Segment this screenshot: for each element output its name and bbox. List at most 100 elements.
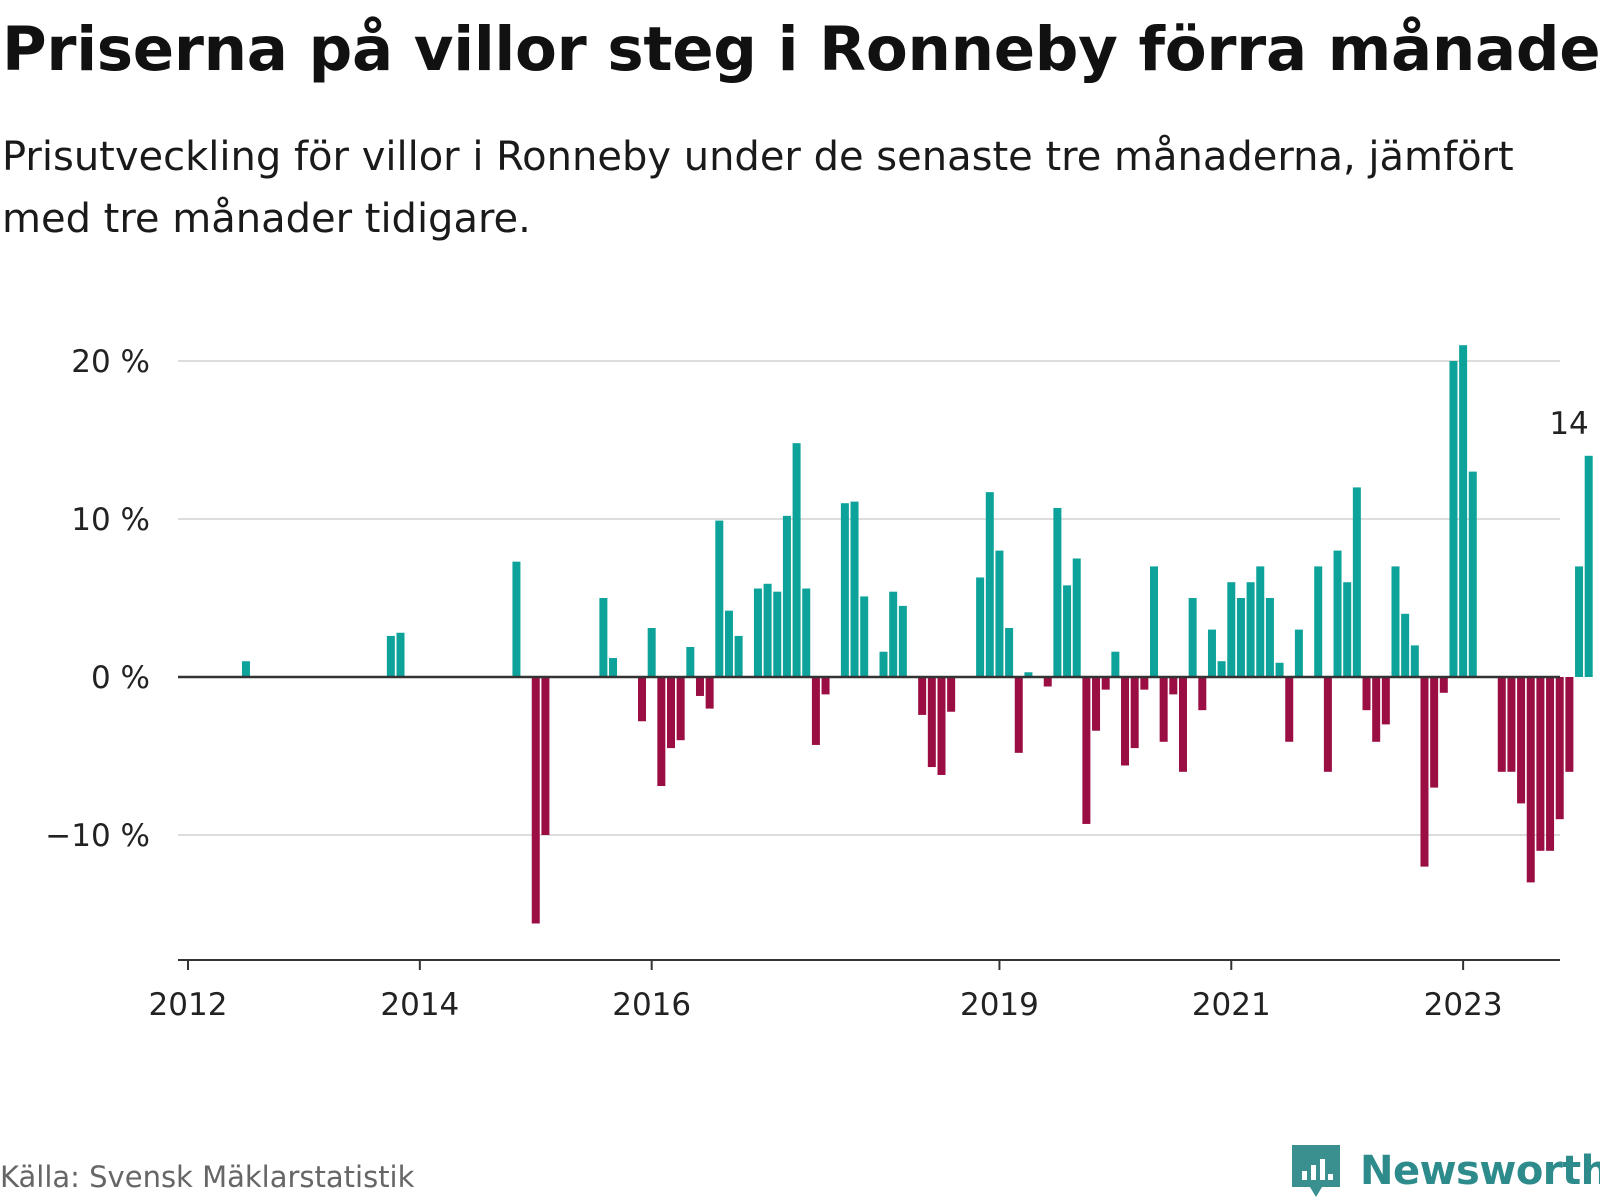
bar [1207,629,1216,677]
bar [734,635,743,677]
bar [531,677,540,924]
bar [1352,487,1361,677]
bar [609,658,618,677]
bar [1169,677,1178,695]
bar [1575,566,1584,677]
bar [1459,345,1468,677]
bar [1256,566,1265,677]
bar [1372,677,1381,742]
bar [638,677,647,722]
bar [1111,651,1120,677]
bar [1130,677,1139,749]
bar [599,598,608,677]
bar [1449,361,1458,677]
bar [898,605,907,677]
brand-name: Newsworthy [1360,1148,1600,1194]
last-value-label: 14 % [1549,406,1600,442]
bar [1546,677,1555,851]
bar [985,492,994,677]
bar [686,646,695,677]
bar [753,588,762,677]
bar [695,677,704,696]
bar [1401,613,1410,677]
bar [889,591,898,677]
bar [763,583,772,677]
bar [1014,677,1023,753]
bar [995,550,1004,677]
bar [1333,550,1342,677]
bar-chart: 20 % 10 % 0 % −10 % 2012 2014 2016 2019 2021 2023… [45,344,1600,1023]
bar [850,501,859,677]
bar [705,677,714,709]
bar [840,503,849,677]
x-tick-label: 2019 [960,987,1039,1023]
bar [512,561,521,677]
bar [1584,455,1593,677]
bar [1362,677,1371,711]
bar [1381,677,1390,725]
bar [1507,677,1516,772]
bar [821,677,830,695]
bar [1053,507,1062,677]
bar [1391,566,1400,677]
bar [396,632,405,677]
bar [1285,677,1294,742]
bar [1121,677,1130,766]
bar [657,677,666,787]
bar [1410,645,1419,677]
bar [1314,566,1323,677]
bar [1275,662,1284,677]
bar [724,610,733,677]
bar [1178,677,1187,772]
bar [541,677,550,835]
bar [1082,677,1091,824]
bar [1198,677,1207,711]
bar [715,520,724,677]
bar [918,677,927,715]
bar [1420,677,1429,867]
chart-title: Priserna på villor steg i Ronneby förra … [2,14,1600,85]
bar [1323,677,1332,772]
bar [1005,628,1014,677]
bar [1246,582,1255,677]
x-tick-label: 2023 [1424,987,1503,1023]
bar [782,515,791,677]
bar [1227,582,1236,677]
bar [1101,677,1110,690]
bar [1517,677,1526,804]
bar [927,677,936,768]
bar [792,443,801,677]
bar [667,677,675,749]
bar [773,591,782,677]
bar [1343,582,1352,677]
bar [1565,677,1574,772]
bar [386,635,395,677]
chart-subtitle: Prisutveckling för villor i Ronneby unde… [2,134,1514,242]
bar [976,577,985,677]
y-tick-label: 0 % [91,660,150,696]
bar [1236,598,1245,677]
bar [1188,598,1197,677]
y-tick-label: 10 % [71,502,150,538]
bar [241,661,250,677]
brand: Newsworthy [1290,1143,1600,1199]
bar [1140,677,1149,690]
bar [802,588,811,677]
x-tick-label: 2016 [612,987,691,1023]
x-tick-label: 2021 [1192,987,1271,1023]
bar [647,628,656,677]
bar [879,651,888,677]
bar [1430,677,1439,788]
newsworthy-logo-icon [1292,1145,1340,1197]
bar [1468,471,1477,677]
bar [947,677,956,712]
y-tick-label: 20 % [71,344,150,380]
bar [1159,677,1168,742]
source-note: Källa: Svensk Mäklarstatistik [0,1160,415,1194]
bar [1439,677,1448,693]
bar [1043,677,1052,687]
bar [811,677,820,745]
x-tick-label: 2014 [380,987,459,1023]
bar [937,677,946,775]
bar [1063,585,1072,677]
